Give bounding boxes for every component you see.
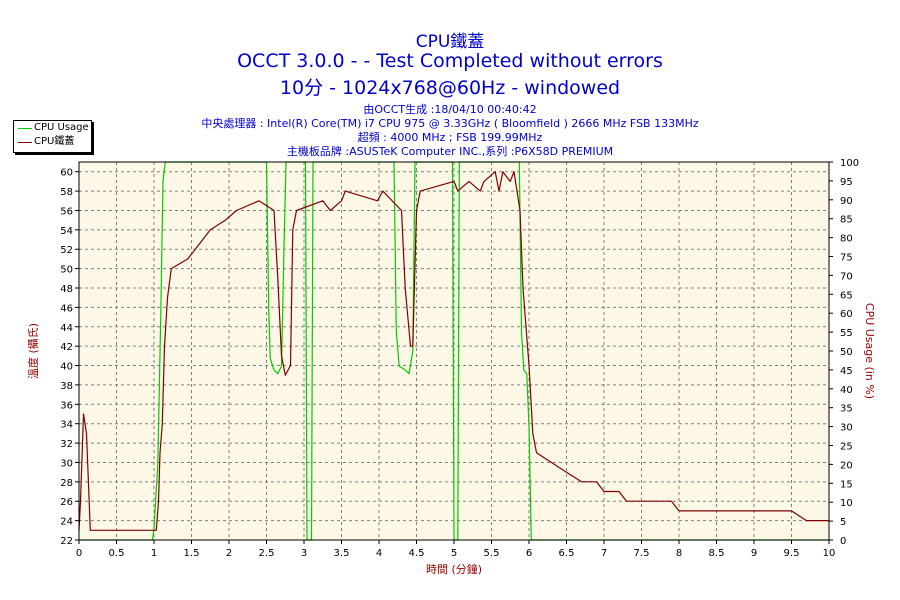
legend-swatch-cpu-usage [18, 128, 32, 129]
y-left-tick-label: 58 [60, 187, 73, 198]
cpu-info-line: 中央處理器 : Intel(R) Core(TM) i7 CPU 975 @ 3… [201, 117, 699, 130]
y-left-tick-label: 30 [60, 458, 73, 469]
y-right-tick-label: 10 [840, 498, 853, 509]
x-tick-label: 8 [676, 548, 682, 559]
y-left-tick-label: 60 [60, 168, 73, 179]
x-tick-label: 9 [751, 548, 757, 559]
chart-title: CPU鐵蓋 [415, 32, 485, 52]
x-tick-label: 1.5 [184, 548, 200, 559]
x-tick-label: 1 [151, 548, 157, 559]
chart-legend: CPU Usage CPU鐵蓋 [13, 120, 92, 153]
y-left-tick-label: 22 [60, 536, 73, 547]
x-tick-label: 4 [376, 548, 382, 559]
legend-item-cpu-usage: CPU Usage [14, 121, 91, 135]
y-right-tick-label: 90 [840, 196, 853, 207]
y-right-tick-label: 60 [840, 309, 853, 320]
y-right-tick-label: 0 [840, 536, 846, 547]
y-axis-right-label: CPU Usage (in %) [863, 303, 876, 399]
x-axis-label: 時間 (分鐘) [426, 562, 482, 576]
y-left-tick-label: 38 [60, 381, 73, 392]
x-tick-label: 5 [451, 548, 457, 559]
legend-item-cpu-temp: CPU鐵蓋 [14, 135, 91, 149]
y-left-tick-label: 34 [60, 420, 73, 431]
x-tick-label: 3 [301, 548, 307, 559]
y-right-tick-label: 75 [840, 253, 853, 264]
x-tick-label: 7 [601, 548, 607, 559]
generated-line: 由OCCT生成 :18/04/10 00:40:42 [363, 103, 537, 116]
y-left-tick-label: 42 [60, 342, 73, 353]
y-left-tick-label: 44 [60, 323, 73, 334]
cpu-temp-line [78, 171, 829, 531]
legend-label-cpu-temp: CPU鐵蓋 [34, 136, 75, 147]
x-tick-label: 2 [226, 548, 232, 559]
chart-subtitle-2: 10分 - 1024x768@60Hz - windowed [279, 77, 621, 99]
y-left-tick-label: 32 [60, 439, 73, 450]
x-tick-label: 10 [823, 548, 836, 559]
y-left-tick-label: 24 [60, 517, 73, 528]
y-right-tick-label: 35 [840, 404, 853, 415]
overclock-info-line: 超頻 : 4000 MHz ; FSB 199.99MHz [357, 131, 543, 144]
y-right-tick-label: 55 [840, 328, 853, 339]
y-right-tick-label: 50 [840, 347, 853, 358]
x-tick-label: 5.5 [484, 548, 500, 559]
y-left-tick-label: 26 [60, 497, 73, 508]
x-tick-label: 4.5 [409, 548, 425, 559]
y-right-tick-label: 40 [840, 385, 853, 396]
y-right-tick-label: 100 [840, 158, 859, 169]
y-left-tick-label: 48 [60, 284, 73, 295]
legend-label-cpu-usage: CPU Usage [34, 122, 89, 133]
y-right-tick-label: 30 [840, 423, 853, 434]
y-right-tick-label: 95 [840, 177, 853, 188]
y-right-tick-label: 85 [840, 215, 853, 226]
y-right-tick-label: 25 [840, 442, 853, 453]
x-tick-label: 3.5 [334, 548, 350, 559]
y-left-tick-label: 28 [60, 478, 73, 489]
y-axis-left-label: 溫度 (攝氏) [26, 323, 40, 379]
y-right-tick-label: 80 [840, 234, 853, 245]
y-right-tick-label: 20 [840, 460, 853, 471]
x-tick-label: 6 [526, 548, 532, 559]
y-right-tick-label: 15 [840, 479, 853, 490]
y-right-tick-label: 70 [840, 271, 853, 282]
y-right-tick-label: 45 [840, 366, 853, 377]
y-left-tick-label: 40 [60, 362, 73, 373]
y-left-tick-label: 54 [60, 226, 73, 237]
x-tick-label: 0 [76, 548, 82, 559]
y-right-tick-label: 65 [840, 290, 853, 301]
x-tick-label: 7.5 [634, 548, 650, 559]
y-right-tick-label: 5 [840, 517, 846, 528]
legend-swatch-cpu-temp [18, 142, 32, 143]
x-tick-label: 8.5 [709, 548, 725, 559]
y-left-tick-label: 46 [60, 303, 73, 314]
y-left-tick-label: 56 [60, 206, 73, 217]
x-tick-label: 6.5 [559, 548, 575, 559]
y-left-tick-label: 36 [60, 400, 73, 411]
x-tick-label: 2.5 [259, 548, 275, 559]
chart-subtitle-1: OCCT 3.0.0 - - Test Completed without er… [237, 50, 663, 72]
y-left-tick-label: 52 [60, 245, 73, 256]
motherboard-info-line: 主機板品牌 :ASUSTeK Computer INC.,系列 :P6X58D … [286, 145, 614, 158]
x-tick-label: 0.5 [109, 548, 125, 559]
x-tick-label: 9.5 [784, 548, 800, 559]
y-left-tick-label: 50 [60, 265, 73, 276]
